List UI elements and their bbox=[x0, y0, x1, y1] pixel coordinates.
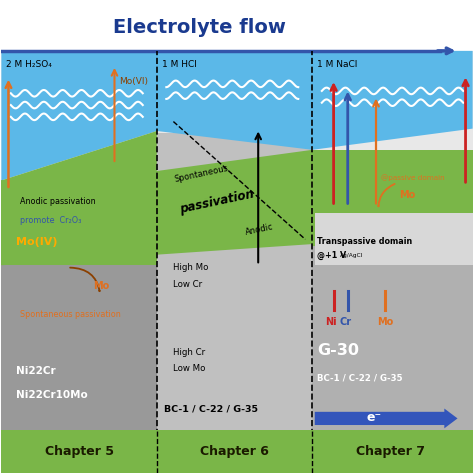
Text: Spontaneous passivation: Spontaneous passivation bbox=[20, 310, 121, 319]
Text: Mo(VI): Mo(VI) bbox=[119, 77, 148, 86]
Text: Chapter 6: Chapter 6 bbox=[200, 445, 269, 458]
Text: passivation: passivation bbox=[178, 187, 255, 216]
Text: Chapter 5: Chapter 5 bbox=[45, 445, 114, 458]
Text: Anodic passivation: Anodic passivation bbox=[20, 197, 96, 206]
FancyArrowPatch shape bbox=[70, 268, 100, 291]
Text: @passive domain: @passive domain bbox=[381, 175, 444, 182]
Text: Chapter 7: Chapter 7 bbox=[356, 445, 425, 458]
Text: Mo(IV): Mo(IV) bbox=[16, 237, 57, 246]
Bar bbox=[157, 133, 312, 435]
Text: BC-1 / C-22 / G-35: BC-1 / C-22 / G-35 bbox=[164, 404, 258, 413]
Text: Transpassive domain: Transpassive domain bbox=[317, 237, 412, 246]
Text: Ni22Cr: Ni22Cr bbox=[16, 366, 55, 376]
Text: Low Cr: Low Cr bbox=[173, 280, 202, 289]
Bar bbox=[1, 430, 473, 473]
FancyArrow shape bbox=[315, 409, 457, 428]
Text: Low Mo: Low Mo bbox=[173, 365, 206, 374]
Bar bbox=[1, 181, 157, 265]
FancyArrowPatch shape bbox=[378, 184, 395, 206]
Text: High Mo: High Mo bbox=[173, 263, 209, 272]
Bar bbox=[312, 150, 473, 246]
Text: Electrolyte flow: Electrolyte flow bbox=[113, 18, 286, 37]
Text: 2 M H₂SO₄: 2 M H₂SO₄ bbox=[6, 60, 52, 69]
Text: @+1 V: @+1 V bbox=[317, 251, 346, 260]
Text: 1 M NaCl: 1 M NaCl bbox=[317, 60, 357, 69]
Text: Cr: Cr bbox=[339, 317, 351, 327]
Text: e⁻: e⁻ bbox=[366, 410, 381, 423]
Text: Mo: Mo bbox=[400, 190, 416, 200]
Polygon shape bbox=[1, 131, 312, 265]
Text: G-30: G-30 bbox=[317, 343, 359, 357]
Bar bbox=[312, 246, 473, 435]
Text: Mo: Mo bbox=[93, 282, 109, 292]
Text: BC-1 / C-22 / G-35: BC-1 / C-22 / G-35 bbox=[317, 374, 402, 383]
Text: High Cr: High Cr bbox=[173, 348, 206, 357]
Text: Anodic: Anodic bbox=[244, 223, 274, 237]
Bar bbox=[1, 51, 473, 435]
Text: promote  Cr₂O₃: promote Cr₂O₃ bbox=[20, 216, 82, 225]
Text: Spontaneous: Spontaneous bbox=[173, 163, 229, 183]
Text: Mo: Mo bbox=[377, 317, 393, 327]
Text: Ni22Cr10Mo: Ni22Cr10Mo bbox=[16, 390, 87, 400]
Text: 1 M HCl: 1 M HCl bbox=[162, 60, 197, 69]
Polygon shape bbox=[1, 51, 473, 181]
Text: Ni: Ni bbox=[326, 317, 337, 327]
Text: Ag/AgCl: Ag/AgCl bbox=[340, 253, 363, 258]
Bar bbox=[315, 213, 473, 265]
Bar bbox=[1, 265, 157, 435]
